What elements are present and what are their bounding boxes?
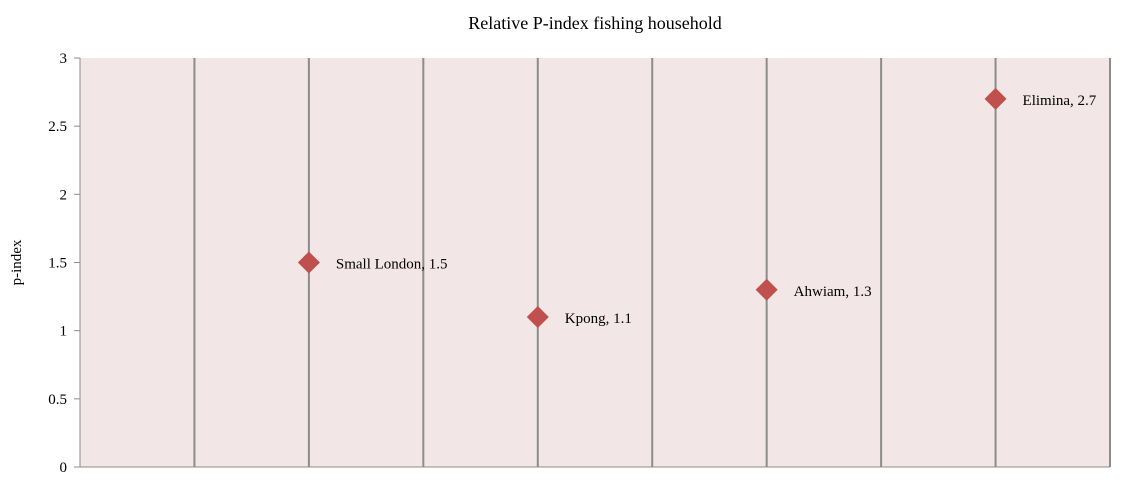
plot-area <box>80 58 1110 467</box>
chart-title: Relative P-index fishing household <box>468 13 721 33</box>
y-tick-label: 3 <box>60 51 68 67</box>
data-point-label: Kpong, 1.1 <box>565 311 632 327</box>
data-point-label: Elimina, 2.7 <box>1023 93 1097 109</box>
y-tick-label: 0 <box>60 460 68 476</box>
y-tick-label: 1.5 <box>48 256 67 272</box>
data-point-marker <box>526 306 549 329</box>
data-labels: Small London, 1.5 Kpong, 1.1 Ahwiam, 1.3 El… <box>336 93 1097 327</box>
data-point-marker <box>297 251 320 274</box>
y-tick-label: 2 <box>60 187 68 203</box>
data-points <box>297 87 1007 329</box>
y-tick-label: 0.5 <box>48 392 67 408</box>
y-tick-labels: 0 0.5 1 1.5 2 2.5 3 <box>48 51 80 476</box>
data-point-label: Small London, 1.5 <box>336 257 448 273</box>
y-axis-label: p-index <box>9 239 25 285</box>
y-tick-label: 1 <box>60 324 68 340</box>
gridlines <box>193 58 1111 467</box>
data-point-label: Ahwiam, 1.3 <box>794 284 872 300</box>
data-point-marker <box>984 87 1007 110</box>
data-point-marker <box>755 278 778 301</box>
y-tick-label: 2.5 <box>48 119 67 135</box>
